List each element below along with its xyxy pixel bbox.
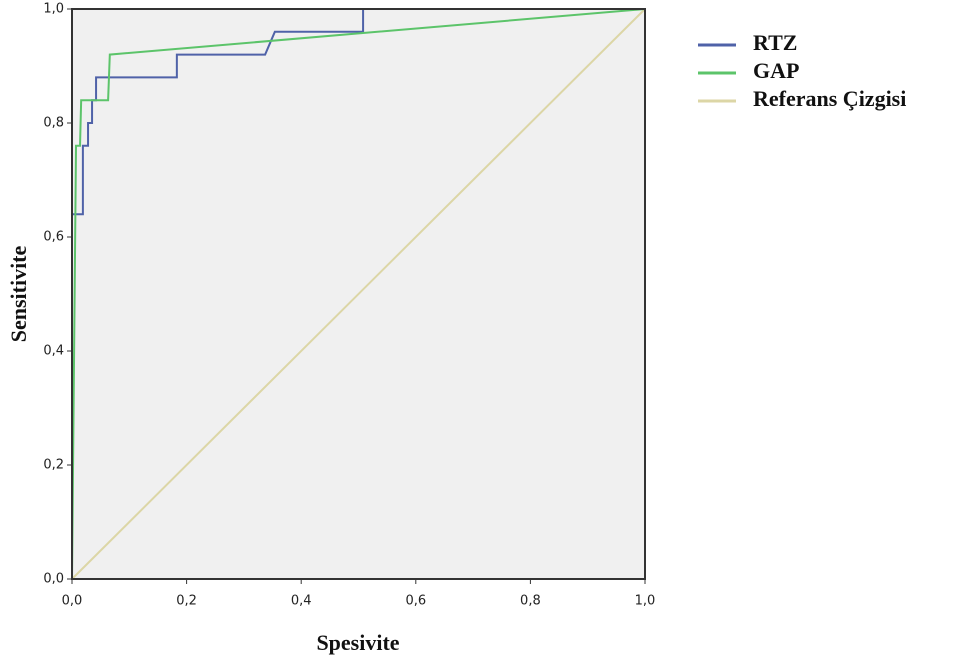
y-tick-label: 0,8 <box>43 116 64 131</box>
x-axis-label: Spesivite <box>316 630 399 655</box>
roc-line <box>71 8 646 580</box>
legend-label: RTZ <box>753 30 797 55</box>
y-tick-label: 0,0 <box>43 572 64 587</box>
y-tick-label: 0,4 <box>43 344 64 359</box>
x-tick-label: 0,0 <box>62 594 83 609</box>
y-tick-label: 0,2 <box>43 458 64 473</box>
plot-border <box>71 8 646 580</box>
roc-line <box>71 8 646 580</box>
y-tick-label: 0,6 <box>43 230 64 245</box>
x-tick-label: 0,2 <box>176 594 197 609</box>
legend-label: Referans Çizgisi <box>753 86 906 111</box>
x-tick-label: 1,0 <box>635 594 656 609</box>
x-tick-label: 0,8 <box>520 594 541 609</box>
legend-label: GAP <box>753 58 799 83</box>
x-tick-label: 0,4 <box>291 594 312 609</box>
x-tick-label: 0,6 <box>405 594 426 609</box>
y-axis-label: Sensitivite <box>6 245 31 342</box>
y-tick-label: 1,0 <box>43 2 64 17</box>
